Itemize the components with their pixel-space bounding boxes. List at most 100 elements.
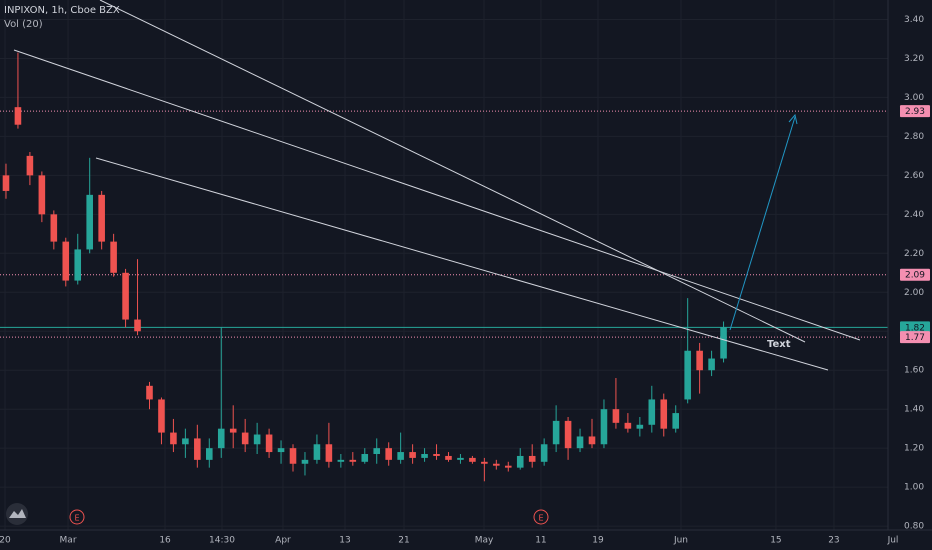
candle-body [648, 399, 656, 425]
candle-body [50, 214, 58, 242]
candle-body [672, 413, 680, 429]
candle-body [62, 241, 70, 281]
candle-body [74, 249, 82, 281]
trend-line[interactable] [95, 157, 829, 371]
x-tick-label: Mar [60, 536, 77, 546]
x-tick-label: 16 [159, 536, 171, 546]
x-tick-label: 13 [339, 536, 350, 546]
y-tick-label: 1.60 [904, 366, 924, 376]
price-label: 1.77 [905, 333, 925, 343]
candle-body [38, 175, 46, 215]
candle-body [26, 155, 34, 176]
candle-body [385, 448, 392, 460]
candle-body [122, 272, 129, 320]
candle-body [612, 409, 620, 423]
candle-body [552, 420, 560, 445]
candle-body [86, 194, 93, 250]
candles [2, 52, 727, 482]
candle-body [241, 432, 249, 445]
candle-body [445, 455, 452, 460]
logo-mark [9, 509, 26, 518]
x-tick-label: May [475, 536, 494, 546]
candle-body [14, 107, 22, 125]
annotation-text[interactable]: Text [767, 339, 791, 350]
arrow-head [788, 113, 798, 125]
y-tick-label: 2.60 [904, 171, 924, 181]
x-tick-label: 11 [535, 536, 546, 546]
trend-line[interactable] [99, 0, 806, 343]
candle-body [397, 452, 404, 460]
x-tick-label: 15 [770, 536, 781, 546]
candle-body [696, 350, 703, 371]
volume-legend[interactable]: Vol (20) [4, 19, 43, 30]
y-tick-label: 2.20 [904, 249, 924, 259]
candle-body [481, 461, 488, 464]
candle-body [134, 319, 141, 332]
price-label: 2.09 [905, 271, 925, 281]
candle-body [457, 457, 464, 460]
candle-body [217, 428, 225, 449]
candle-body [206, 448, 213, 460]
logo [6, 503, 28, 525]
x-tick-label: 14:30 [209, 536, 235, 546]
candle-body [2, 175, 10, 191]
candle-body [576, 436, 584, 449]
y-tick-label: 3.00 [904, 93, 924, 103]
axes: 0.801.001.201.401.601.802.002.202.402.60… [0, 15, 930, 546]
candle-body [528, 455, 536, 462]
earnings-label: E [74, 514, 79, 523]
candle-body [337, 459, 345, 462]
x-tick-label: 23 [828, 536, 839, 546]
candle-body [158, 399, 165, 433]
y-tick-label: 0.80 [904, 522, 924, 532]
price-label-box [900, 105, 930, 118]
candle-body [588, 436, 596, 445]
y-tick-label: 3.40 [904, 15, 924, 25]
arrow-line[interactable] [729, 116, 796, 331]
events: E E [69, 509, 549, 525]
candle-body [253, 434, 261, 445]
price-label: 2.93 [905, 107, 925, 117]
candle-body [373, 448, 381, 455]
candle-body [98, 194, 105, 242]
price-label-box [900, 268, 930, 281]
earnings-label: E [538, 514, 543, 523]
candle-body [349, 459, 357, 462]
grid [0, 0, 894, 530]
trend-line[interactable] [13, 49, 861, 341]
y-tick-label: 1.20 [904, 444, 924, 454]
candle-body [409, 452, 416, 458]
x-tick-label: Apr [275, 536, 291, 546]
candle-body [313, 444, 321, 460]
earnings-marker[interactable] [69, 509, 85, 525]
candle-body [660, 399, 668, 429]
candle-body [624, 422, 632, 429]
candle-body [146, 385, 153, 400]
candle-body [433, 454, 440, 456]
candle-body [636, 424, 644, 429]
x-tick-label: Jun [673, 536, 688, 546]
x-tick-label: 20 [0, 536, 11, 546]
y-tick-label: 2.80 [904, 132, 924, 142]
x-tick-label: 19 [592, 536, 604, 546]
earnings-marker[interactable] [533, 509, 549, 525]
candle-body [421, 454, 428, 458]
candle-body [708, 358, 715, 371]
candle-body [564, 420, 572, 449]
candle-body [277, 448, 285, 453]
candle-body [504, 465, 512, 468]
symbol-legend[interactable]: INPIXON, 1h, Cboe BZX [4, 5, 120, 16]
price-label-box [900, 331, 930, 344]
x-tick-label: Jul [887, 536, 899, 546]
candle-body [289, 448, 297, 464]
candle-body [229, 428, 237, 433]
y-tick-label: 3.20 [904, 54, 924, 64]
candle-body [600, 409, 608, 445]
y-tick-label: 1.40 [904, 405, 924, 415]
candle-body [194, 438, 201, 460]
candle-body [493, 463, 500, 466]
price-label: 1.82 [905, 323, 925, 333]
candle-body [325, 444, 333, 462]
candle-body [361, 454, 369, 462]
